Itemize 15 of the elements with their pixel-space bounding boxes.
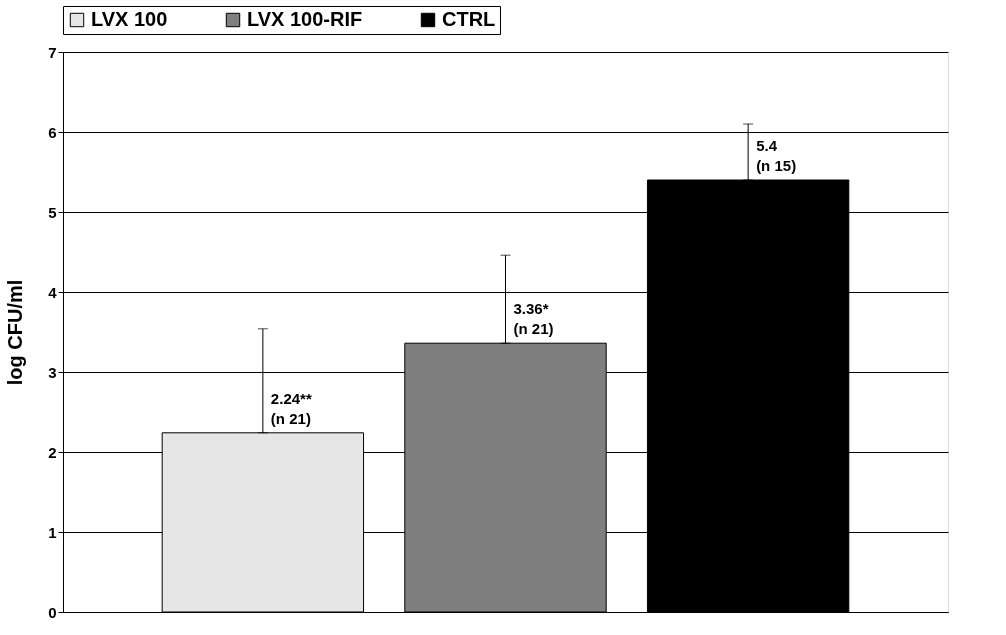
y-axis-title: log CFU/ml <box>4 279 27 386</box>
y-tick-label: 6 <box>48 123 57 141</box>
data-label: 5.4 (n 15) <box>756 137 797 174</box>
data-label: 2.24** (n 21) <box>270 389 312 427</box>
y-tick-label: 2 <box>48 443 57 461</box>
y-tick-label: 3 <box>48 363 57 381</box>
legend-label: LVX 100 <box>91 8 168 30</box>
y-tick-label: 0 <box>48 603 57 621</box>
legend-label: CTRL <box>442 8 496 30</box>
y-tick-label: 7 <box>48 43 57 61</box>
y-tick-label: 1 <box>48 523 57 541</box>
y-tick-label: 4 <box>48 283 58 301</box>
data-label: 3.36* (n 21) <box>513 300 554 338</box>
y-tick-label: 5 <box>48 203 57 221</box>
legend-label: LVX 100-RIF <box>247 8 363 30</box>
